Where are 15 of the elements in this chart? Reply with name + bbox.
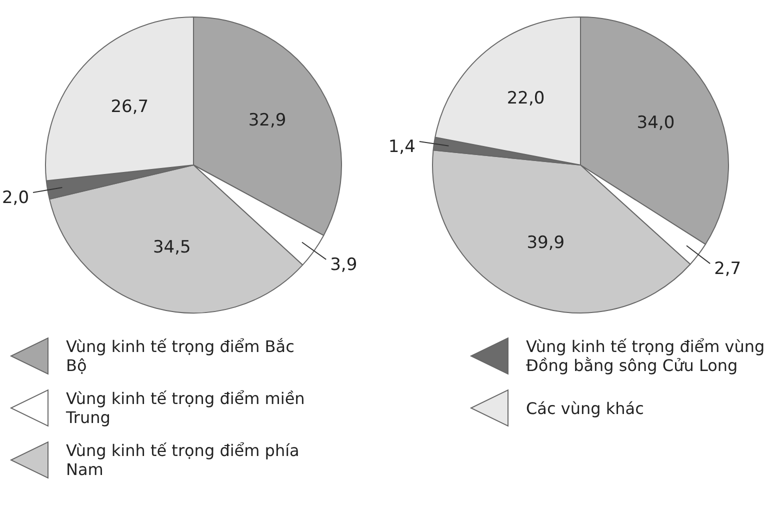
data-label: 34,5 [152,238,191,258]
data-label: 3,9 [330,254,358,275]
legend-label: Các vùng khác [526,398,644,418]
legend-label: Vùng kinh tế trọng điểm phía Nam [66,441,300,479]
data-label: 2,0 [2,188,30,208]
data-label: 1,4 [388,136,416,157]
data-label: 26,7 [110,97,149,118]
data-label: 34,0 [636,113,675,134]
legend-label: Vùng kinh tế trọng điểm Bắc Bộ [66,337,296,375]
data-label: 39,9 [526,232,565,253]
data-label: 2,7 [714,258,742,279]
data-label: 32,9 [248,110,286,130]
legend-label: Vùng kinh tế trọng điểm vùng Đồng bằng sông Cửu Long [526,337,766,375]
data-label: 22,0 [506,88,545,108]
legend-label: Vùng kinh tế trọng điểm miền Trung [66,389,306,427]
